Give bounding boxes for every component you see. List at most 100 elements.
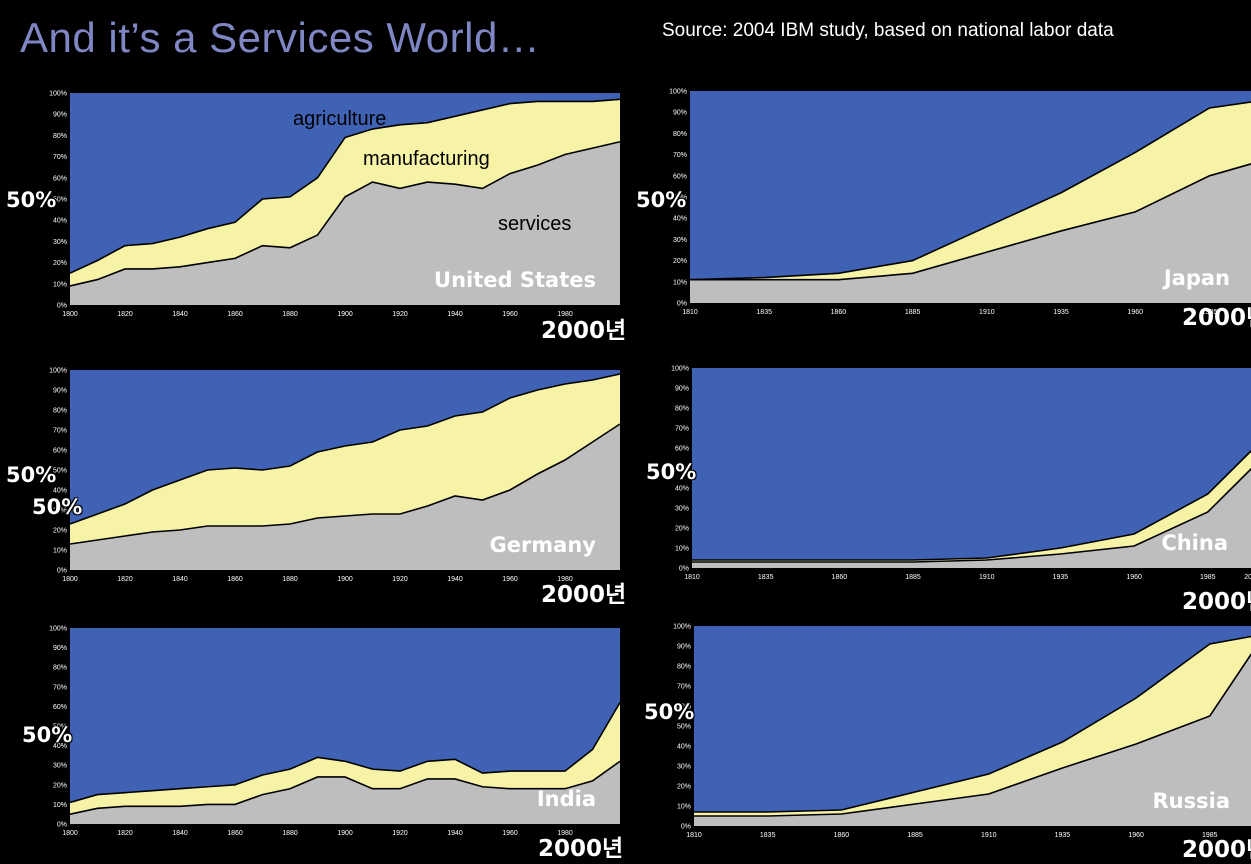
slide-title: And it’s a Services World… [20,14,541,61]
line-manufacturing-top [689,101,1251,281]
y-tick-label: 80% [677,664,691,671]
area-services [692,468,1251,568]
y-tick-label: 30% [53,763,67,770]
x-tick-label: 1900 [337,830,353,837]
x-tick-label: 1900 [337,311,353,318]
x-tick-label: 1940 [447,311,463,318]
line-services-top [692,467,1251,563]
y-tick-label: 100% [669,89,687,96]
x-tick-label: 1960 [1128,832,1144,839]
x-tick-label: 1960 [1127,309,1143,316]
x-tick-label: 1940 [447,576,463,583]
x-tick-label: 1860 [834,832,850,839]
area-services [690,163,1251,303]
y-tick-label: 0% [57,822,67,829]
chart-svg: 0% 10% 20% 30% 40% 50% 60% 70% 80% 90% 100% 1800 182… [49,91,621,318]
area-manufacturing [694,636,1251,816]
x-tick-label: 1885 [905,309,921,316]
chart-svg: 0% 10% 20% 30% 40% 50% 60% 70% 80% 90% 100% 1800 182… [49,626,621,837]
year-2000-label: 2000년 [1182,305,1251,331]
chart-svg: 0% 10% 20% 30% 40% 50% 60% 70% 80% 90% 100% 1810 183… [671,366,1251,581]
line-services-top [694,653,1251,817]
y-tick-label: 40% [53,218,67,225]
x-tick-label: 1820 [117,311,133,318]
y-tick-label: 70% [53,684,67,691]
year-2000-label: 2000년 [1182,589,1251,615]
x-tick-label: 1800 [62,830,78,837]
y-tick-label: 80% [673,131,687,138]
x-tick-label: 1900 [337,576,353,583]
y-tick-label: 30% [53,239,67,246]
stack-label-services: services [498,213,571,235]
y-tick-label: 60% [53,448,67,455]
x-tick-label: 1840 [172,576,188,583]
area-services [70,141,620,305]
fifty-percent-label-secondary: 50% [32,495,83,519]
y-tick-label: 40% [673,216,687,223]
x-tick-label: 1820 [117,830,133,837]
x-tick-label: 2000 [1244,574,1251,581]
fifty-percent-label: 50% [6,463,57,487]
y-tick-label: 40% [677,744,691,751]
y-tick-label: 20% [53,782,67,789]
x-tick-label: 1800 [62,576,78,583]
chart-svg: 0% 10% 20% 30% 40% 50% 60% 70% 80% 90% 100% 1810 183… [669,89,1251,316]
y-tick-label: 40% [53,743,67,750]
area-services [70,424,620,570]
line-services-top [69,760,621,815]
country-label: India [537,787,596,811]
y-tick-label: 10% [53,548,67,555]
y-tick-label: 70% [675,426,689,433]
y-tick-label: 60% [677,704,691,711]
x-tick-label: 1880 [282,311,298,318]
x-tick-label: 1920 [392,311,408,318]
x-tick-label: 1910 [979,309,995,316]
chart-svg: 0% 10% 20% 30% 40% 50% 60% 70% 80% 90% 100% 1800 182… [49,368,621,583]
x-tick-label: 1860 [227,311,243,318]
y-tick-label: 60% [673,173,687,180]
y-tick-label: 10% [53,802,67,809]
x-tick-label: 1940 [447,830,463,837]
x-tick-label: 1885 [907,832,923,839]
line-manufacturing-top [69,373,621,525]
y-tick-label: 100% [49,626,67,633]
x-tick-label: 1980 [557,311,573,318]
y-tick-label: 50% [675,466,689,473]
y-tick-label: 10% [53,281,67,288]
x-tick-label: 1920 [392,830,408,837]
y-tick-label: 100% [49,368,67,375]
y-tick-label: 90% [53,112,67,119]
y-tick-label: 90% [53,388,67,395]
y-tick-label: 40% [675,486,689,493]
line-manufacturing-top [692,449,1251,561]
fifty-percent-label: 50% [636,188,687,212]
y-tick-label: 40% [53,488,67,495]
y-tick-label: 0% [677,301,687,308]
area-manufacturing [70,99,620,286]
country-label: Germany [489,533,596,557]
line-services-top [69,423,621,545]
source-note: Source: 2004 IBM study, based on nationa… [662,20,1114,41]
x-tick-label: 1810 [682,309,698,316]
x-tick-label: 1960 [502,576,518,583]
y-tick-label: 10% [677,804,691,811]
x-tick-label: 1860 [227,576,243,583]
y-tick-label: 80% [675,406,689,413]
y-tick-label: 90% [677,644,691,651]
stack-label-agriculture: agriculture [293,108,386,130]
x-tick-label: 1800 [62,311,78,318]
y-tick-label: 50% [53,468,67,475]
x-tick-label: 1810 [686,832,702,839]
y-tick-label: 0% [57,303,67,310]
x-tick-label: 1980 [557,576,573,583]
y-tick-label: 80% [53,133,67,140]
x-tick-label: 1910 [981,832,997,839]
country-label: United States [434,268,596,292]
y-tick-label: 70% [673,152,687,159]
x-tick-label: 1880 [282,830,298,837]
area-manufacturing [690,102,1251,280]
y-tick-label: 30% [53,508,67,515]
x-tick-label: 1860 [831,309,847,316]
x-tick-label: 1885 [905,574,921,581]
country-label: Japan [1162,266,1230,290]
